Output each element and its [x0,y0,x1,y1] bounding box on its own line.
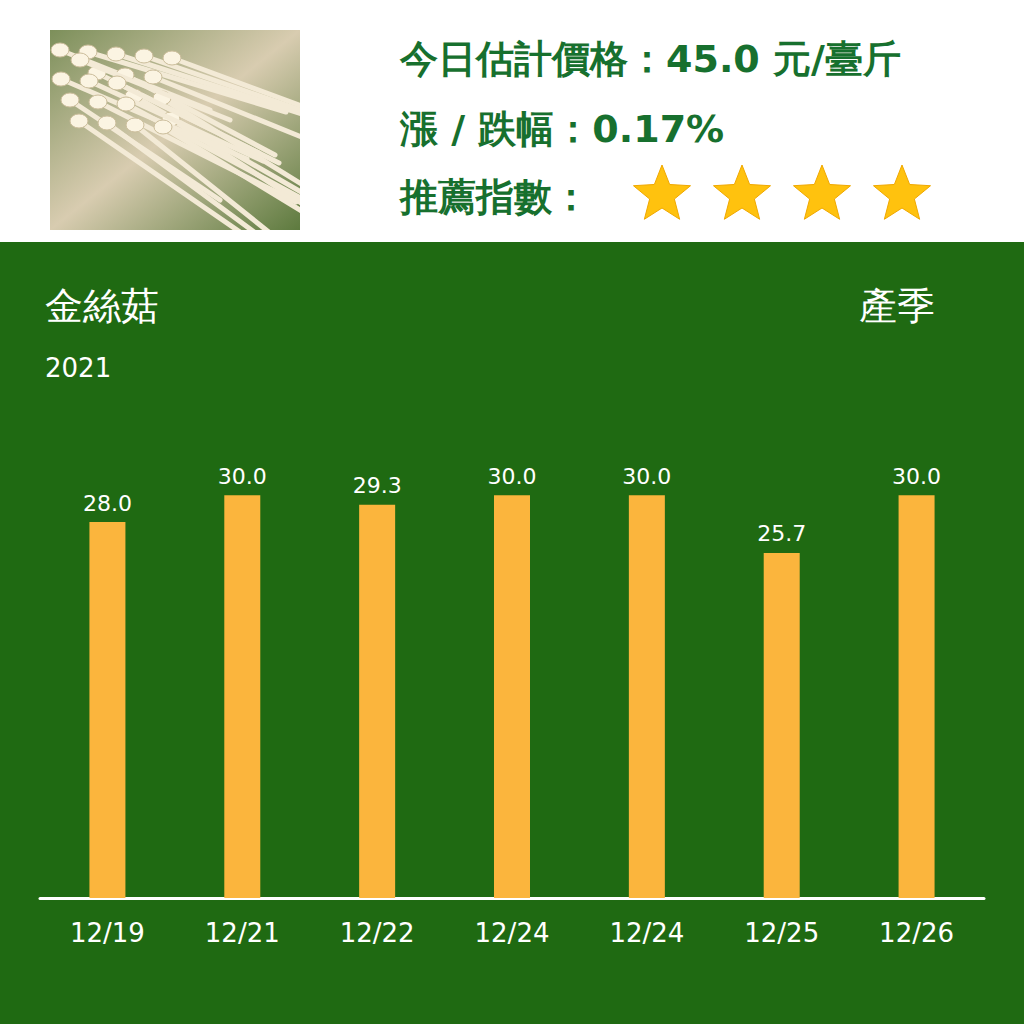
svg-text:12/22: 12/22 [340,918,415,948]
svg-text:25.7: 25.7 [757,521,806,546]
svg-text:12/24: 12/24 [609,918,684,948]
svg-text:12/26: 12/26 [879,918,954,948]
svg-text:金絲菇: 金絲菇 [45,284,159,328]
svg-text:12/19: 12/19 [70,918,145,948]
svg-text:29.3: 29.3 [353,473,402,498]
svg-text:12/21: 12/21 [205,918,280,948]
svg-text:30.0: 30.0 [488,464,537,489]
svg-text:產季: 產季 [859,284,935,328]
svg-text:2021: 2021 [45,353,111,383]
svg-text:28.0: 28.0 [83,491,132,516]
svg-text:漲 / 跌幅：0.17%: 漲 / 跌幅：0.17% [399,107,724,151]
svg-text:30.0: 30.0 [892,464,941,489]
svg-text:今日估計價格：45.0 元/臺斤: 今日估計價格：45.0 元/臺斤 [399,37,901,81]
svg-text:12/24: 12/24 [475,918,550,948]
svg-text:12/25: 12/25 [744,918,819,948]
svg-text:推薦指數：: 推薦指數： [399,175,590,219]
svg-text:30.0: 30.0 [218,464,267,489]
svg-text:30.0: 30.0 [622,464,671,489]
